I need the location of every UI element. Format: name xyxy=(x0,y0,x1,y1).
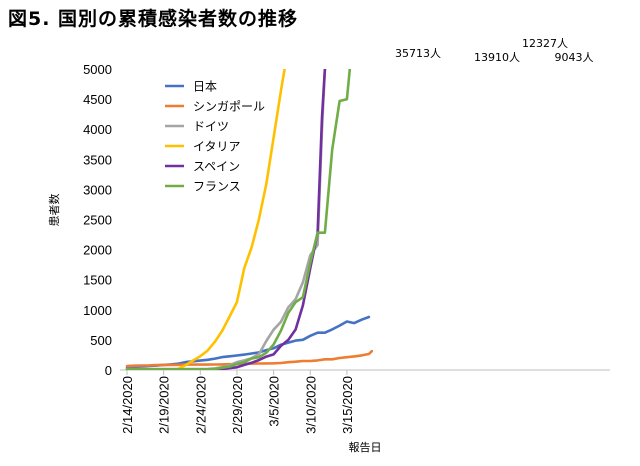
y-tick-label: 1500 xyxy=(83,273,112,288)
x-axis-label: 報告日 xyxy=(349,441,382,454)
series-line xyxy=(125,69,286,370)
x-tick-label: 2/19/2020 xyxy=(157,376,172,434)
y-tick-label: 2000 xyxy=(83,243,112,258)
x-tick-label: 3/5/2020 xyxy=(267,376,282,427)
legend-label: スペイン xyxy=(193,160,240,174)
annotation-label: 35713人 xyxy=(395,47,441,60)
x-tick-label: 3/15/2020 xyxy=(340,376,355,434)
legend-label: イタリア xyxy=(193,140,241,154)
y-tick-label: 4000 xyxy=(83,122,112,137)
x-tick-label: 2/24/2020 xyxy=(193,376,208,434)
y-tick-label: 2500 xyxy=(83,213,112,228)
legend-label: フランス xyxy=(193,180,241,194)
annotation-label: 9043人 xyxy=(555,51,594,64)
y-axis-label: 患者数 xyxy=(48,194,61,227)
legend-label: シンガポール xyxy=(193,100,265,114)
legend-label: ドイツ xyxy=(193,120,229,134)
x-axis-ticks: 2/14/2020 2/19/2020 2/24/2020 2/29/2020 3/5/… xyxy=(120,370,355,434)
legend-label: 日本 xyxy=(193,80,217,94)
x-tick-label: 2/29/2020 xyxy=(230,376,245,434)
x-tick-label: 3/10/2020 xyxy=(303,376,318,434)
y-tick-label: 5000 xyxy=(83,62,112,77)
y-tick-label: 3500 xyxy=(83,152,112,167)
figure-title: 図5. 国別の累積感染者数の推移 xyxy=(8,8,299,30)
x-tick-label: 2/14/2020 xyxy=(120,376,135,434)
y-tick-label: 500 xyxy=(90,333,112,348)
annotation-label: 12327人 xyxy=(522,37,568,50)
y-tick-label: 1000 xyxy=(83,303,112,318)
y-tick-label: 0 xyxy=(105,363,112,378)
series-lines xyxy=(125,69,374,370)
annotation-label: 13910人 xyxy=(474,51,520,64)
y-tick-label: 3000 xyxy=(83,182,112,197)
series-line xyxy=(125,69,352,370)
y-axis-ticks: 0 500 1000 1500 2000 2500 3000 3500 4000 4500 5000 xyxy=(83,62,112,378)
y-tick-label: 4500 xyxy=(83,92,112,107)
